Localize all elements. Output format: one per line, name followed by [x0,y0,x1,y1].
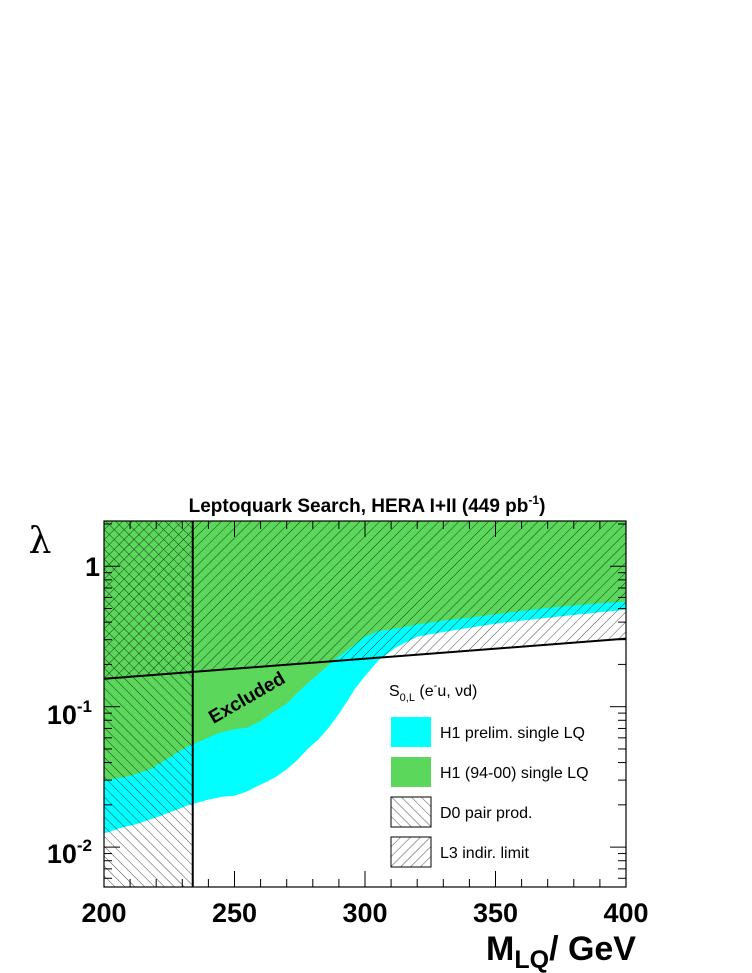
area-d0-hatch [104,521,193,887]
legend-swatch-d0 [390,796,432,828]
x-tick-label-350: 350 [473,898,518,928]
y-axis-label: λ [29,521,52,562]
y-tick-label-1: 1 [85,552,100,582]
chart-title: Leptoquark Search, HERA I+II (449 pb-1) [189,493,546,517]
y-tick-label-1e-2: 10-2 [47,836,92,869]
legend-label-l3: L3 indir. limit [440,845,529,862]
legend-swatch-h1-94-00 [391,757,431,787]
exclusion-regions [104,521,626,887]
line-l3-limit [104,637,626,680]
x-tick-label-300: 300 [342,898,387,928]
area-l3-hatch [104,521,626,679]
legend: S0,L (e-u, νd) H1 prelim. single LQ H1 (… [389,680,589,868]
x-tick-label-250: 250 [212,898,257,928]
x-tick-label-200: 200 [81,898,126,928]
axis-ticks [103,521,627,887]
legend-label-h1-prelim: H1 prelim. single LQ [440,725,585,742]
legend-label-d0: D0 pair prod. [440,805,533,822]
legend-swatch-h1-prelim [391,717,431,747]
legend-header: S0,L (e-u, νd) [389,680,477,704]
legend-swatch-l3 [390,836,432,868]
legend-label-h1-94-00: H1 (94-00) single LQ [440,765,589,782]
x-tick-label-400: 400 [603,898,648,928]
y-tick-label-1e-1: 10-1 [47,697,92,730]
y-tick-labels: 10-2 10-1 1 [47,552,100,869]
x-axis-label: MLQ/ GeV [486,930,636,973]
x-tick-labels: 200 250 300 350 400 [81,898,648,928]
